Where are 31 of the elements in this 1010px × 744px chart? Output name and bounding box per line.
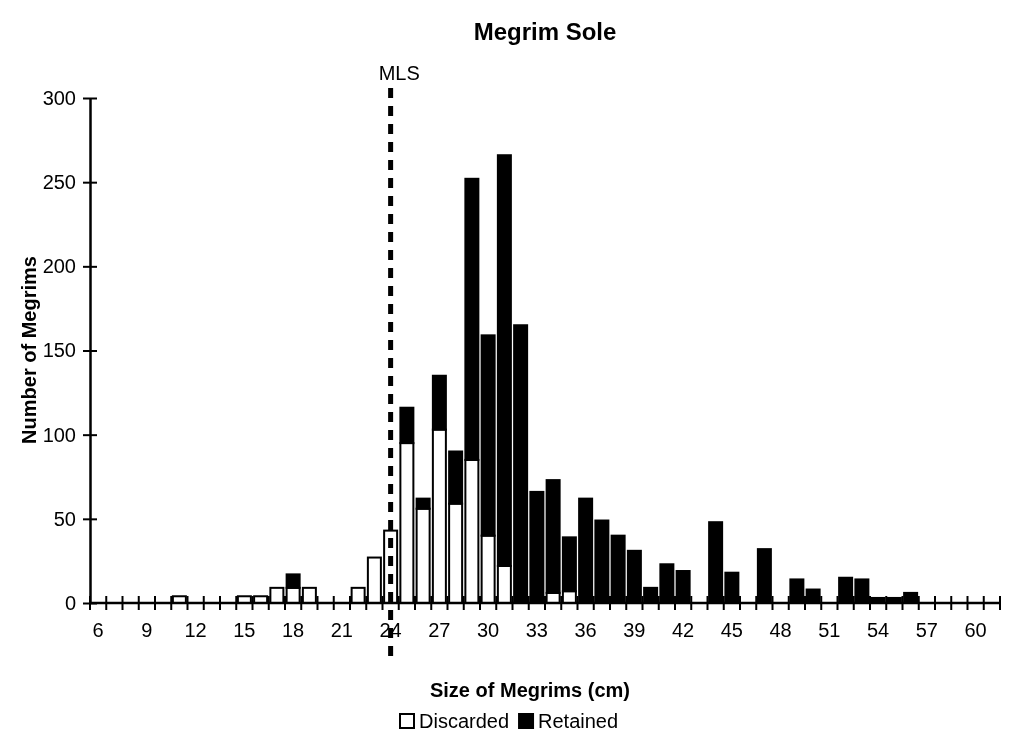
x-tick-label: 54 — [867, 619, 890, 641]
x-tick-label: 27 — [428, 619, 451, 641]
y-tick-label: 150 — [42, 339, 76, 362]
y-tick-label: 250 — [42, 171, 76, 194]
x-tick-label: 15 — [233, 619, 256, 641]
x-tick-label: 57 — [915, 619, 938, 641]
y-tick-label: 50 — [53, 507, 76, 530]
legend-label: Retained — [538, 710, 619, 732]
x-tick-label: 18 — [282, 619, 305, 641]
chart-title: Megrim Sole — [473, 18, 617, 45]
x-tick-label: 33 — [525, 619, 548, 641]
x-tick-label: 6 — [92, 619, 104, 641]
y-tick-label: 100 — [42, 423, 76, 446]
x-tick-label: 36 — [574, 619, 597, 641]
x-tick-label: 45 — [720, 619, 743, 641]
y-tick-label: 0 — [64, 591, 76, 614]
x-tick-label: 21 — [330, 619, 353, 641]
x-tick-label: 60 — [964, 619, 987, 641]
x-tick-label: 42 — [672, 619, 695, 641]
y-tick-label: 300 — [42, 86, 76, 109]
x-tick-label: 12 — [184, 619, 207, 641]
legend-label: Discarded — [419, 710, 510, 732]
x-axis-title: Size of Megrims (cm) — [429, 679, 631, 701]
x-tick-label: 30 — [477, 619, 500, 641]
x-tick-label: 39 — [623, 619, 646, 641]
x-tick-label: 51 — [818, 619, 841, 641]
y-tick-label: 200 — [42, 255, 76, 278]
x-tick-label: 48 — [769, 619, 792, 641]
x-tick-label: 9 — [141, 619, 153, 641]
ref-line-label: MLS — [378, 62, 420, 84]
y-axis-title: Number of Megrims — [18, 256, 40, 444]
